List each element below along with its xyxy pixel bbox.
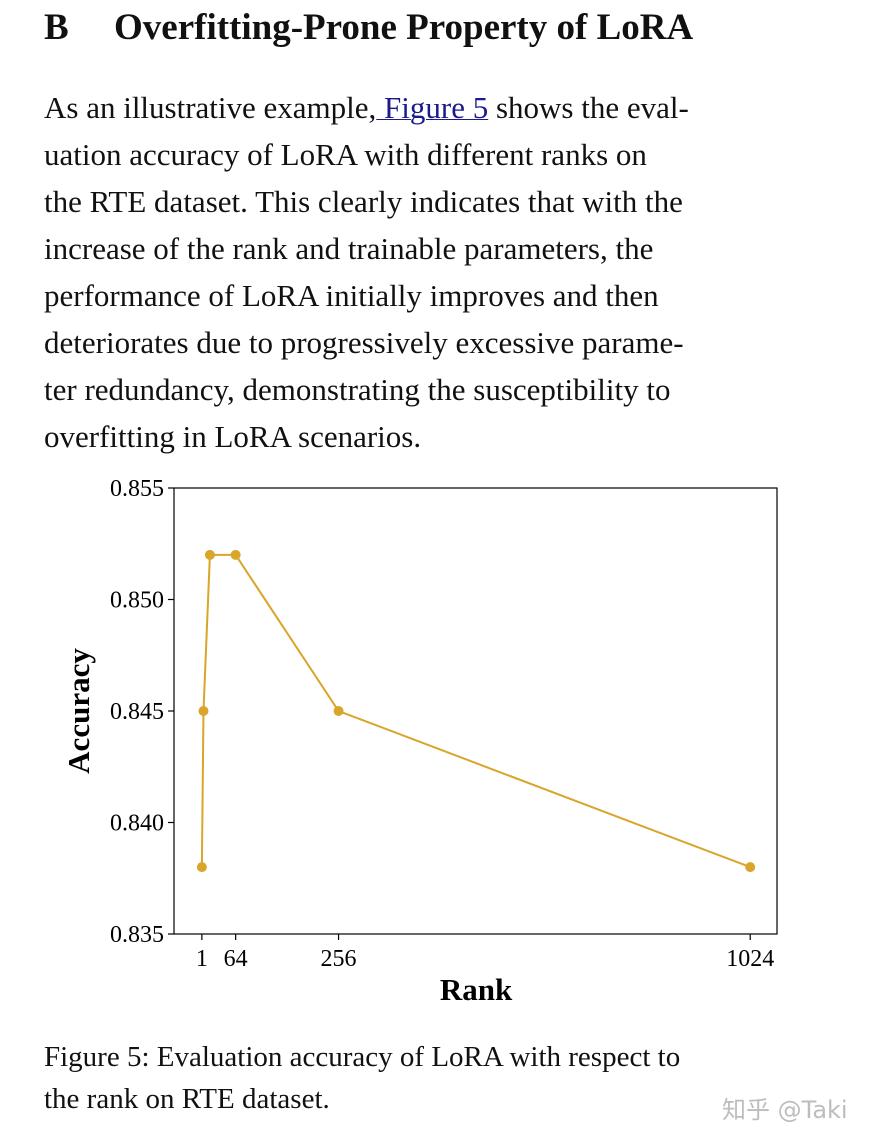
paragraph-line: overfitting in LoRA scenarios.: [44, 419, 422, 454]
data-point: [204, 549, 215, 560]
data-point: [198, 706, 209, 716]
y-tick-label: 0.840: [110, 811, 164, 837]
caption-line: the rank on RTE dataset.: [44, 1083, 330, 1115]
paragraph: As an illustrative example, Figure 5 sho…: [44, 84, 814, 460]
paragraph-line: deteriorates due to progressively excess…: [44, 325, 684, 360]
paragraph-line: ter redundancy, demonstrating the suscep…: [44, 372, 671, 407]
paragraph-line: the RTE dataset. This clearly indicates …: [44, 184, 683, 219]
y-axis-label: Accuracy: [61, 648, 96, 774]
data-point: [196, 862, 207, 873]
data-point: [745, 862, 756, 873]
y-tick-label: 0.850: [110, 588, 164, 614]
data-point: [230, 549, 241, 560]
text: As an illustrative example,: [44, 90, 377, 125]
y-tick-label: 0.835: [110, 922, 164, 948]
data-point: [333, 706, 344, 716]
x-axis-label: Rank: [440, 972, 513, 1007]
figure-caption: Figure 5: Evaluation accuracy of LoRA wi…: [44, 1036, 680, 1120]
text: shows the eval-: [488, 90, 689, 125]
accuracy-chart: 0.835 0.840 0.845 0.850 0.855 1 64 256 1024 Rank…: [61, 476, 778, 1007]
plot-frame: [173, 487, 778, 935]
x-tick-label: 1024: [726, 946, 774, 972]
y-tick-label: 0.845: [110, 699, 164, 725]
paragraph-line: As an illustrative example, Figure 5 sho…: [44, 84, 814, 131]
x-tick-label: 1: [196, 946, 208, 972]
y-tick-label: 0.855: [110, 476, 164, 502]
section-heading: B Overfitting-Prone Property of LoRA: [44, 6, 693, 49]
section-number: B: [44, 7, 69, 48]
figure-link[interactable]: Figure 5: [376, 90, 489, 125]
caption-line: Figure 5: Evaluation accuracy of LoRA wi…: [44, 1041, 681, 1073]
watermark: 知乎 @Taki: [722, 1096, 848, 1124]
section-title: Overfitting-Prone Property of LoRA: [114, 7, 694, 48]
x-tick-label: 64: [224, 946, 248, 972]
paragraph-line: increase of the rank and trainable param…: [44, 231, 654, 266]
series-line: [200, 553, 751, 869]
paragraph-line: performance of LoRA initially improves a…: [44, 278, 659, 313]
x-tick-label: 256: [321, 946, 357, 972]
paragraph-line: uation accuracy of LoRA with different r…: [44, 137, 647, 172]
